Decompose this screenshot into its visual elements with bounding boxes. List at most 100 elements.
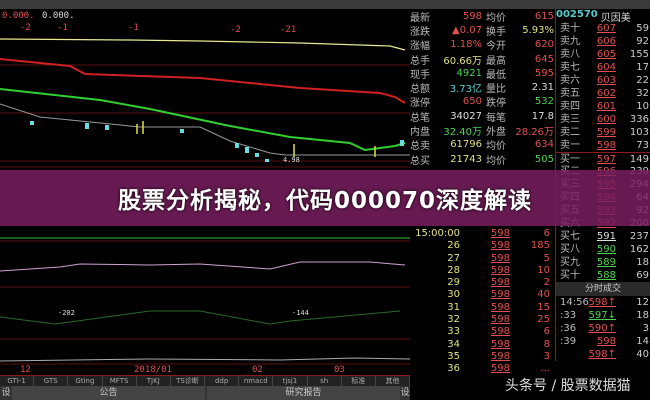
info-label: 量比 <box>486 84 506 96</box>
info-label: 均价 <box>486 12 506 24</box>
tick-row: 598↑ 40 <box>556 348 650 361</box>
info-label: 总买 <box>410 155 430 167</box>
info-value: 2.31 <box>531 82 554 94</box>
bid-row: 买一 597 149 <box>556 152 650 165</box>
info-label: 最低 <box>486 69 506 81</box>
toolbar-button[interactable]: TS诊断 <box>171 376 206 386</box>
trade-row: 27 598 5 <box>410 253 555 265</box>
info-row: 最新 598 均价 615 <box>410 9 555 24</box>
level-price: 591 <box>596 231 616 242</box>
level-price: 589 <box>596 257 616 268</box>
info-label: 最新 <box>410 12 430 24</box>
info-label: 跌停 <box>486 98 506 110</box>
info-row: 总买 21743 均价 505 <box>410 152 555 167</box>
info-label: 换手 <box>486 26 506 38</box>
level-volume: 10 <box>636 101 649 112</box>
indicator-line-2 <box>0 261 406 272</box>
info-row: 涨幅 1.18% 今开 620 <box>410 38 555 52</box>
info-value: 645 <box>534 53 554 65</box>
indicator-label: -144 <box>292 309 309 317</box>
toolbar-button[interactable]: nmacd <box>239 376 274 386</box>
tick-row: :36 590↑ 3 <box>556 322 650 335</box>
ask-row: 卖七 604 17 <box>556 61 650 74</box>
toolbar-button[interactable]: sh <box>308 376 342 386</box>
info-label: 现手 <box>410 69 430 81</box>
trade-volume: 6 <box>543 326 550 338</box>
tick-section-title: 分时成交 <box>556 282 650 296</box>
settings-button-right[interactable]: 设 <box>400 388 410 398</box>
bid-row: 买八 590 162 <box>556 243 650 256</box>
info-label: 涨幅 <box>410 41 430 53</box>
tab-notice[interactable]: 公告 <box>12 386 205 400</box>
low-price-label: 4.98 <box>283 156 300 164</box>
ask-row: 卖四 601 10 <box>556 100 650 113</box>
trade-volume: 10 <box>537 264 550 276</box>
trade-row: 33 598 6 <box>410 326 555 338</box>
toolbar-button[interactable]: ddp <box>205 376 240 386</box>
level-price: 606 <box>596 36 616 47</box>
info-value: 615 <box>534 10 554 22</box>
info-label: 总额 <box>410 84 430 96</box>
marker: -2 <box>230 25 241 35</box>
info-value: 60.66万 <box>443 55 482 67</box>
date-label: 2018/01 <box>134 365 172 375</box>
trade-volume: 2 <box>543 277 550 289</box>
trade-price: 598 <box>490 289 510 301</box>
trade-volume: 25 <box>537 314 550 326</box>
level-price: 601 <box>596 101 616 112</box>
trade-volume: 8 <box>543 338 550 350</box>
trade-price: 598 <box>490 301 510 313</box>
toolbar-button[interactable]: 标准 <box>342 376 376 386</box>
info-value: 17.8 <box>531 110 554 122</box>
level-label: 卖六 <box>560 75 580 86</box>
info-value: 650 <box>462 96 482 108</box>
trade-time: 26 <box>447 240 460 252</box>
toolbar-button[interactable]: MFTS <box>103 376 137 386</box>
level-label: 卖二 <box>560 127 580 138</box>
ask-row: 卖三 600 336 <box>556 113 650 126</box>
trade-volume: 40 <box>537 289 550 301</box>
level-volume: 237 <box>629 231 649 242</box>
info-label: 总卖 <box>410 141 430 153</box>
title-banner: 股票分析揭秘，代码000070深度解读 <box>0 170 650 226</box>
trade-time: 27 <box>447 252 460 264</box>
ask-row: 卖二 599 103 <box>556 126 650 139</box>
level-label: 卖三 <box>560 114 580 125</box>
level-label: 买七 <box>560 231 580 242</box>
trade-time: 33 <box>447 326 460 338</box>
tick-price: 598↑ <box>588 349 616 360</box>
toolbar-button[interactable]: GTS <box>34 376 69 386</box>
trade-volume: 15 <box>537 301 550 313</box>
trade-row: 32 598 25 <box>410 314 555 326</box>
indicator-value-2: 0.000. <box>42 11 75 21</box>
trade-list[interactable]: 15:00:00 598 6 26 598 185 27 598 5 28 598 10 29 598 2 3… <box>410 228 555 376</box>
ma-green-line <box>0 88 406 152</box>
kline-chart[interactable]: 0.000. 0.000. -2 -1 -1 -2 -21 4.98 -202 … <box>0 9 410 375</box>
indicator-line-3 <box>0 310 401 325</box>
indicator-label: -202 <box>58 309 75 317</box>
tab-research[interactable]: 研究报告 <box>207 386 400 400</box>
window-title-bar <box>0 0 650 9</box>
toolbar-button[interactable]: 其他 <box>376 376 411 386</box>
toolbar-button[interactable]: GTI-1 <box>0 376 35 386</box>
settings-button-left[interactable]: 设 <box>1 388 11 398</box>
trade-volume: 6 <box>543 228 550 239</box>
toolbar-button[interactable]: tjsj1 <box>273 376 308 386</box>
bid-row: 买七 591 237 <box>556 230 650 243</box>
info-value: 620 <box>534 39 554 51</box>
level-price: 600 <box>596 114 616 125</box>
trade-row: 30 598 40 <box>410 289 555 301</box>
level-volume: 149 <box>629 153 649 165</box>
tick-volume: 12 <box>636 297 649 308</box>
level-label: 卖五 <box>560 88 580 99</box>
info-label: 最高 <box>486 55 506 67</box>
info-row: 涨停 650 跌停 532 <box>410 95 555 109</box>
level-label: 卖八 <box>560 49 580 60</box>
level-volume: 18 <box>636 257 649 268</box>
info-value: 532 <box>534 96 554 108</box>
info-label: 外盘 <box>486 127 506 139</box>
trade-price: 598 <box>490 338 510 350</box>
toolbar-button[interactable]: Gting <box>68 376 103 386</box>
level-label: 卖一 <box>560 140 580 151</box>
toolbar-button[interactable]: TJKJ <box>137 376 171 386</box>
